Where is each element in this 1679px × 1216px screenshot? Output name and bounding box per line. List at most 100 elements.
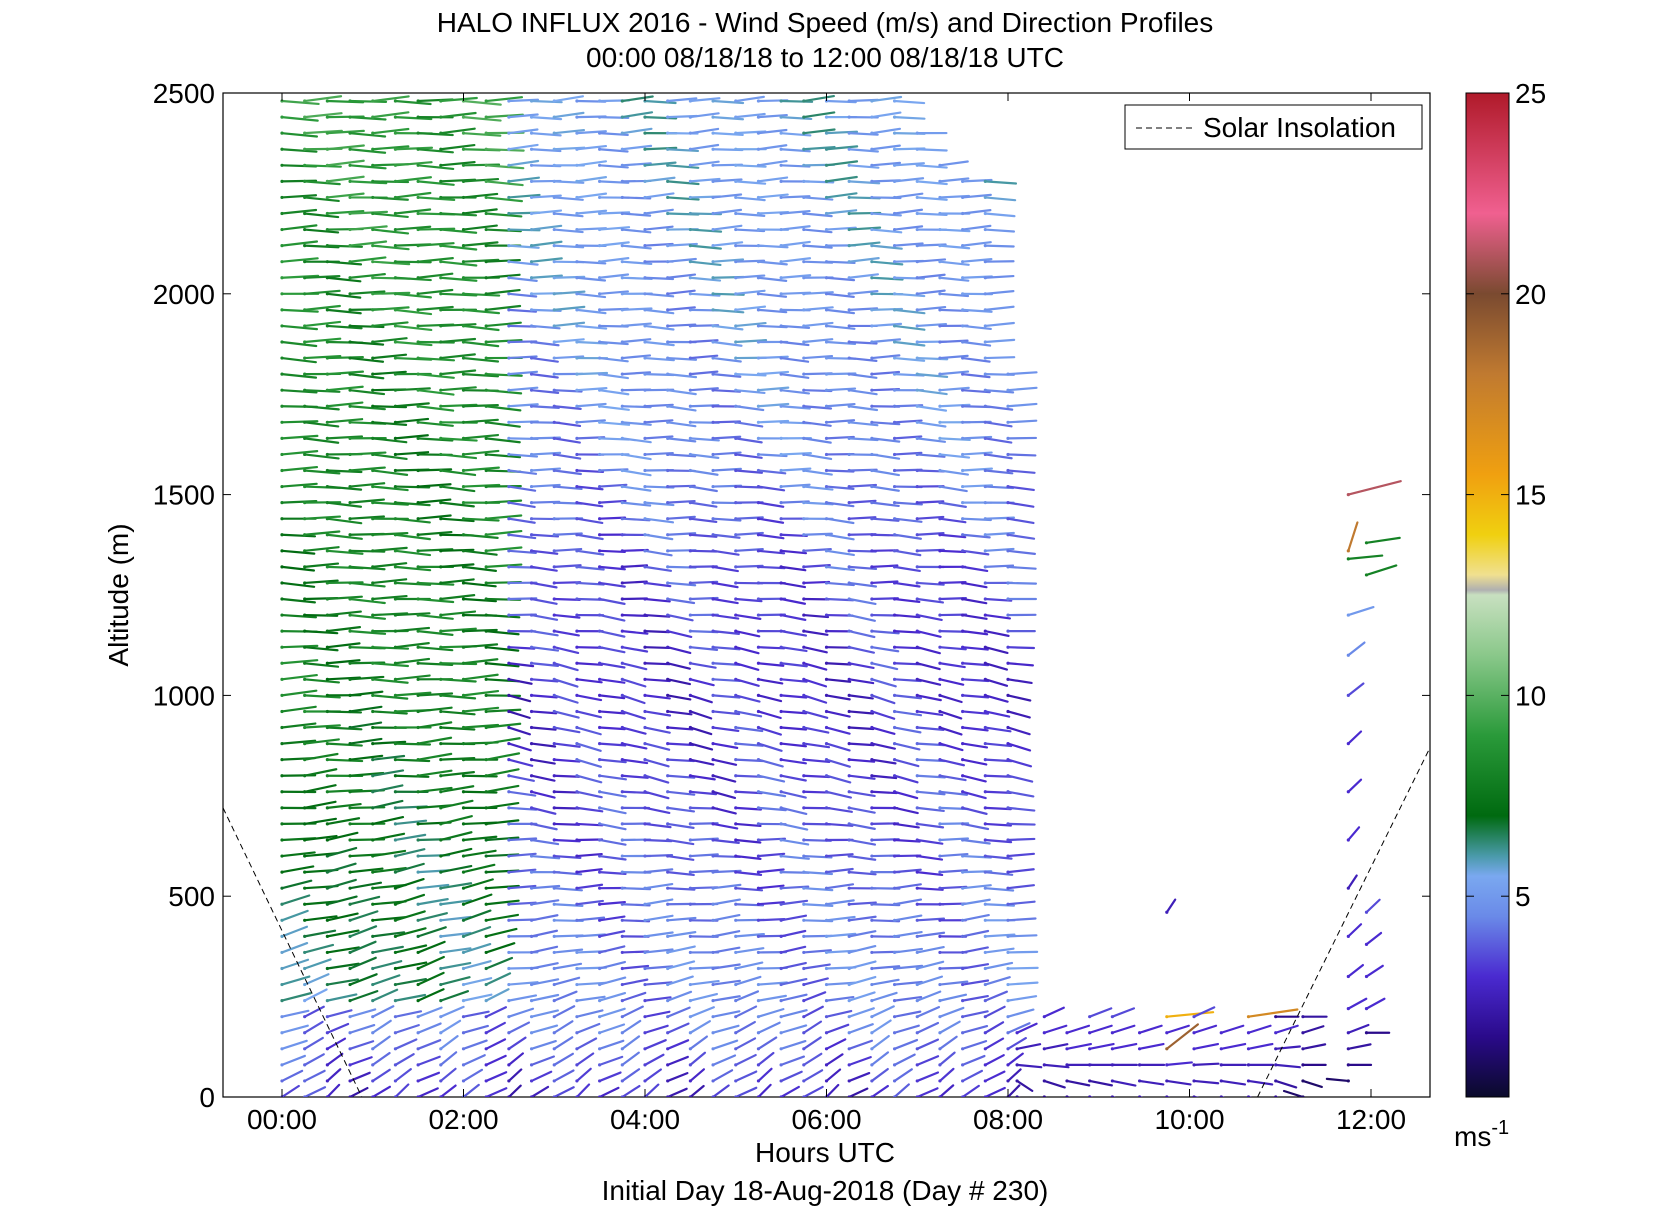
wind-barb-head	[371, 918, 375, 922]
wind-barb-head	[371, 886, 375, 890]
wind-barb-shaft	[462, 308, 501, 315]
wind-barb	[416, 305, 454, 312]
wind-barb-head	[461, 276, 466, 280]
wind-barb-shaft	[485, 453, 522, 459]
wind-barb-head	[484, 950, 488, 955]
wind-barb	[303, 645, 339, 652]
wind-barb	[371, 420, 408, 426]
wind-barb-head	[348, 741, 352, 746]
wind-barb	[439, 931, 472, 938]
wind-barb-shaft	[530, 884, 561, 890]
wind-barb-head	[620, 308, 624, 312]
wind-barb	[416, 645, 454, 652]
wind-barb-shaft	[575, 883, 604, 890]
wind-barb-head	[688, 308, 692, 312]
wind-barb-shaft	[348, 148, 387, 154]
wind-barb-shaft	[485, 972, 512, 986]
wind-barb	[325, 802, 362, 810]
wind-barb-head	[280, 244, 284, 248]
wind-barb-head	[371, 790, 375, 794]
wind-barb-shaft	[394, 978, 428, 986]
wind-barb-head	[711, 677, 715, 681]
wind-barb-head	[371, 211, 375, 216]
wind-barb-shaft	[462, 466, 500, 472]
wind-barb	[552, 111, 585, 119]
wind-barb	[303, 195, 340, 203]
wind-barb-shaft	[280, 148, 318, 153]
wind-barb-head	[280, 838, 284, 842]
wind-barb	[325, 993, 358, 1003]
wind-barb-head	[666, 211, 670, 216]
wind-barb-head	[688, 902, 692, 906]
wind-barb-head	[371, 693, 375, 698]
wind-barb	[439, 337, 477, 344]
wind-barb-head	[507, 613, 511, 617]
wind-barb-head	[484, 870, 488, 874]
wind-barb-head	[552, 677, 556, 681]
wind-barb-head	[847, 388, 851, 392]
wind-barb-head	[529, 950, 534, 955]
wind-barb-head	[711, 645, 715, 649]
wind-barb-shaft	[394, 819, 428, 826]
wind-barb-head	[779, 1079, 783, 1083]
wind-barb-head	[280, 982, 284, 987]
wind-barb-head	[529, 774, 534, 778]
wind-barb-shaft	[530, 1055, 555, 1066]
wind-barb-head	[529, 388, 534, 392]
wind-barb	[393, 517, 431, 524]
wind-barb	[280, 1009, 310, 1019]
wind-barb-head	[870, 1063, 874, 1067]
wind-barb	[461, 878, 494, 890]
wind-barb-shaft	[326, 385, 364, 392]
wind-barb-head	[756, 549, 761, 553]
wind-barb-head	[734, 822, 738, 826]
wind-barb	[325, 912, 359, 922]
wind-barb-head	[529, 838, 534, 842]
wind-barb	[439, 1005, 465, 1019]
wind-barb	[484, 563, 523, 569]
wind-barb	[393, 402, 430, 408]
wind-barb-head	[280, 501, 284, 505]
wind-barb-shaft	[417, 926, 447, 938]
wind-barb-shaft	[553, 887, 583, 892]
wind-barb-head	[325, 999, 329, 1003]
wind-barb-head	[484, 1015, 488, 1019]
wind-barb-head	[779, 211, 783, 216]
wind-barb-head	[575, 372, 579, 376]
wind-barb-shaft	[303, 469, 341, 475]
wind-barb-shaft	[462, 192, 499, 199]
wind-barb-head	[507, 468, 511, 473]
wind-barb-head	[824, 725, 829, 730]
wind-barb-head	[575, 260, 579, 264]
wind-barb-head	[552, 179, 556, 183]
wind-barb-head	[779, 1031, 783, 1035]
wind-barb	[507, 370, 538, 376]
wind-barb-head	[416, 677, 420, 681]
wind-barb	[461, 1068, 484, 1083]
wind-barb-head	[824, 276, 829, 280]
wind-barb-head	[461, 966, 466, 971]
wind-barb-head	[552, 565, 556, 569]
wind-barb-head	[371, 741, 375, 746]
wind-barb-shaft	[303, 304, 341, 311]
wind-barb-shaft	[303, 662, 340, 668]
wind-barb-shaft	[462, 893, 493, 906]
wind-barb	[461, 1039, 488, 1051]
wind-barb-shaft	[553, 421, 582, 428]
wind-barb	[393, 862, 425, 874]
wind-barb-head	[507, 854, 511, 858]
wind-barb-head	[303, 838, 307, 842]
wind-barb	[280, 308, 319, 313]
wind-barb-head	[575, 838, 579, 842]
wind-barb-head	[779, 838, 783, 842]
wind-barb	[461, 177, 500, 183]
wind-barb-head	[643, 260, 647, 264]
wind-barb-head	[620, 774, 624, 778]
wind-barb-head	[734, 982, 738, 987]
wind-barb-shaft	[530, 194, 562, 199]
wind-barb-head	[688, 356, 692, 360]
wind-barb	[484, 645, 520, 652]
wind-barb	[393, 893, 426, 906]
wind-barb-head	[824, 870, 829, 874]
wind-barb-shaft	[417, 692, 454, 697]
